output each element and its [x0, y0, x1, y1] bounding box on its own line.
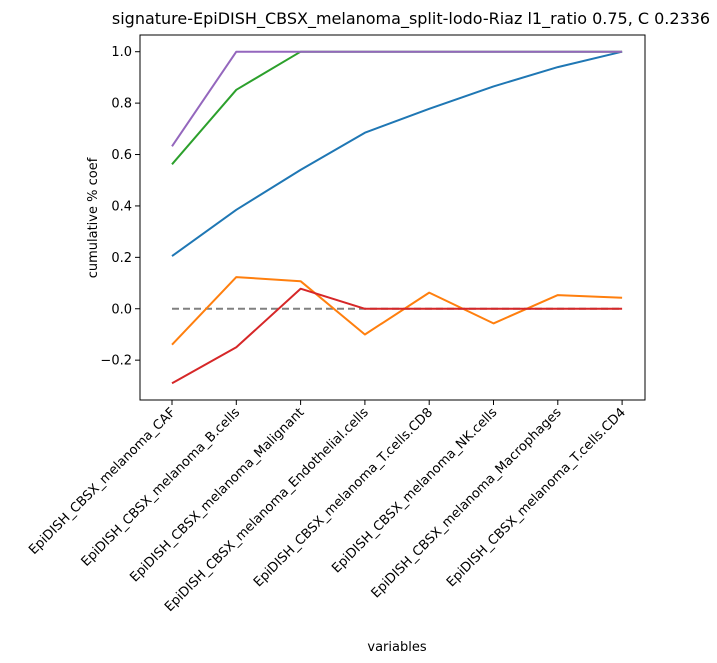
y-tick-label: 0.4 — [111, 199, 132, 214]
y-tick-label: 0.2 — [111, 251, 132, 266]
plot-area: −0.20.00.20.40.60.81.0EpiDISH_CBSX_melan… — [26, 34, 646, 615]
series-line-5 — [171, 50, 623, 147]
chart-title: signature-EpiDISH_CBSX_melanoma_split-lo… — [112, 9, 710, 29]
x-axis-label: variables — [367, 640, 426, 655]
plot-frame — [139, 34, 646, 401]
y-tick-label: 1.0 — [111, 45, 132, 60]
y-tick-label: 0.0 — [111, 302, 132, 317]
y-tick-label: −0.2 — [100, 354, 132, 369]
series-line-1 — [171, 50, 623, 257]
series-line-2 — [171, 276, 623, 346]
y-tick-label: 0.8 — [111, 97, 132, 112]
y-axis-label: cumulative % coef — [86, 157, 101, 278]
y-tick-label: 0.6 — [111, 148, 132, 163]
series-line-4 — [171, 287, 623, 385]
